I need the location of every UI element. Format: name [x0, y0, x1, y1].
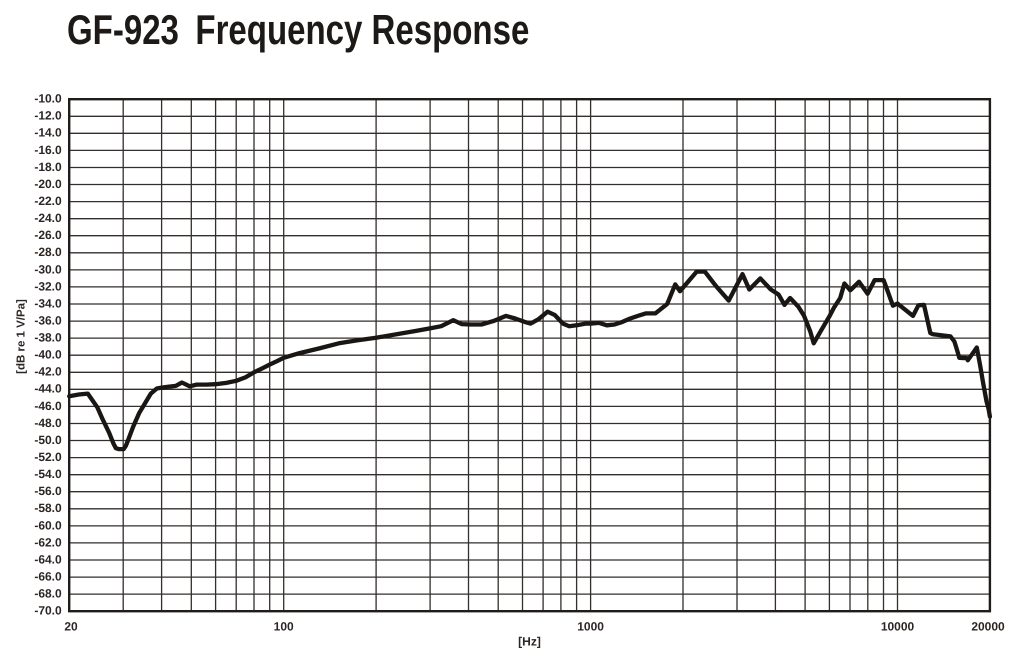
svg-text:-10.0: -10.0: [34, 92, 62, 106]
svg-text:-44.0: -44.0: [34, 382, 62, 396]
svg-text:-28.0: -28.0: [34, 245, 62, 259]
svg-text:-12.0: -12.0: [34, 109, 62, 123]
svg-text:-40.0: -40.0: [34, 348, 62, 362]
svg-text:-14.0: -14.0: [34, 126, 62, 140]
svg-text:100: 100: [274, 620, 294, 634]
svg-text:-68.0: -68.0: [34, 587, 62, 601]
svg-text:-30.0: -30.0: [34, 262, 62, 276]
svg-text:-16.0: -16.0: [34, 143, 62, 157]
svg-text:-56.0: -56.0: [34, 484, 62, 498]
svg-text:-18.0: -18.0: [34, 160, 62, 174]
svg-text:-48.0: -48.0: [34, 416, 62, 430]
svg-text:-66.0: -66.0: [34, 570, 62, 584]
svg-text:-60.0: -60.0: [34, 518, 62, 532]
svg-text:-64.0: -64.0: [34, 552, 62, 566]
svg-text:-32.0: -32.0: [34, 279, 62, 293]
svg-text:1000: 1000: [577, 620, 604, 634]
svg-text:20000: 20000: [971, 620, 1005, 634]
svg-text:-24.0: -24.0: [34, 211, 62, 225]
svg-text:-70.0: -70.0: [34, 604, 62, 618]
svg-text:-52.0: -52.0: [34, 450, 62, 464]
svg-text:-62.0: -62.0: [34, 535, 62, 549]
svg-text:20: 20: [64, 620, 78, 634]
svg-text:-34.0: -34.0: [34, 296, 62, 310]
svg-text:-50.0: -50.0: [34, 433, 62, 447]
svg-text:[Hz]: [Hz]: [518, 635, 541, 649]
svg-text:-42.0: -42.0: [34, 365, 62, 379]
svg-text:-58.0: -58.0: [34, 501, 62, 515]
svg-text:[dB re 1 V/Pa]: [dB re 1 V/Pa]: [16, 299, 28, 374]
svg-text:-20.0: -20.0: [34, 177, 62, 191]
svg-text:-36.0: -36.0: [34, 314, 62, 328]
svg-text:-22.0: -22.0: [34, 194, 62, 208]
svg-text:-26.0: -26.0: [34, 228, 62, 242]
svg-text:-38.0: -38.0: [34, 331, 62, 345]
svg-text:-46.0: -46.0: [34, 399, 62, 413]
svg-text:10000: 10000: [881, 620, 915, 634]
svg-text:-54.0: -54.0: [34, 467, 62, 481]
